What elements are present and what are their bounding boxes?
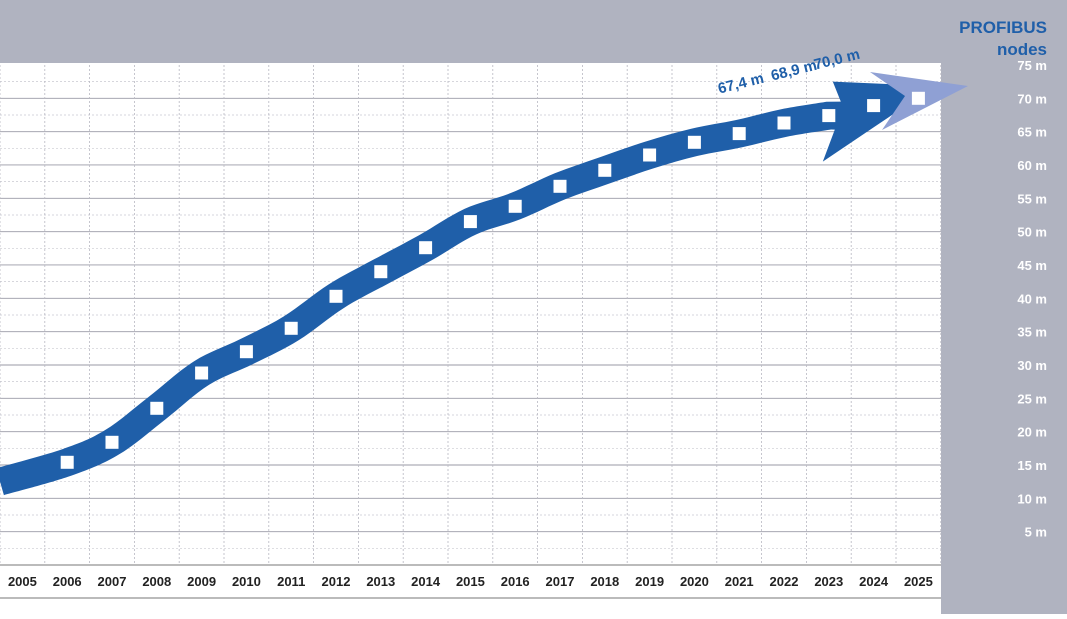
y-tick-label: 10 m [1017,491,1047,506]
x-tick-label: 2013 [366,574,395,589]
data-point-2011 [284,321,298,335]
data-point-2020 [687,135,701,149]
chart-title-line2: nodes [997,40,1047,59]
x-tick-label: 2006 [53,574,82,589]
x-tick-label: 2016 [501,574,530,589]
data-point-2019 [643,148,657,162]
x-tick-label: 2024 [859,574,889,589]
x-tick-label: 2010 [232,574,261,589]
data-point-2014 [419,241,433,255]
y-tick-label: 65 m [1017,125,1047,140]
y-tick-label: 70 m [1017,91,1047,106]
data-point-2024 [867,99,881,113]
data-point-2021 [732,127,746,141]
y-tick-label: 20 m [1017,425,1047,440]
data-point-2023 [822,109,836,123]
data-point-2007 [105,435,119,449]
chart-title: PROFIBUS nodes [959,18,1047,59]
data-point-2017 [553,179,567,193]
x-tick-label: 2018 [590,574,619,589]
x-tick-label: 2025 [904,574,933,589]
header-band [0,0,1067,63]
right-axis-band [941,0,1067,614]
y-tick-label: 45 m [1017,258,1047,273]
y-tick-label: 55 m [1017,191,1047,206]
x-tick-label: 2014 [411,574,441,589]
data-point-2018 [598,163,612,177]
y-tick-label: 75 m [1017,58,1047,73]
x-tick-label: 2008 [142,574,171,589]
y-tick-label: 25 m [1017,391,1047,406]
x-tick-label: 2015 [456,574,485,589]
y-tick-label: 50 m [1017,225,1047,240]
x-tick-label: 2007 [98,574,127,589]
data-point-2012 [329,289,343,303]
x-tick-label: 2012 [322,574,351,589]
chart-title-line1: PROFIBUS [959,18,1047,37]
trend-arrow-body [0,81,935,496]
chart-grid [0,65,942,599]
data-point-2010 [239,345,253,359]
x-axis-ticks: 2005 2006 2007 2008 2009 2010 2011 2012 2013 2014… [8,574,933,589]
x-tick-label: 2023 [814,574,843,589]
y-tick-label: 30 m [1017,358,1047,373]
data-point-2009 [195,366,209,380]
data-point-2016 [508,199,522,213]
x-tick-label: 2017 [546,574,575,589]
y-tick-label: 60 m [1017,158,1047,173]
x-tick-label: 2022 [770,574,799,589]
x-tick-label: 2020 [680,574,709,589]
y-tick-label: 35 m [1017,325,1047,340]
data-point-2013 [374,265,388,279]
x-tick-label: 2009 [187,574,216,589]
data-point-2008 [150,401,164,415]
y-axis-ticks: 5 m 10 m 15 m 20 m 25 m 30 m 35 m 40 m 45 m 50 m 5… [1017,58,1047,540]
data-point-2015 [463,215,477,229]
data-point-2025 [911,91,925,105]
x-tick-label: 2005 [8,574,37,589]
x-tick-label: 2011 [277,574,305,589]
x-tick-label: 2021 [725,574,754,589]
x-tick-label: 2019 [635,574,664,589]
data-point-2006 [60,455,74,469]
data-point-2022 [777,116,791,130]
y-tick-label: 15 m [1017,458,1047,473]
data-markers [60,91,925,469]
y-tick-label: 40 m [1017,291,1047,306]
y-tick-label: 5 m [1025,525,1047,540]
